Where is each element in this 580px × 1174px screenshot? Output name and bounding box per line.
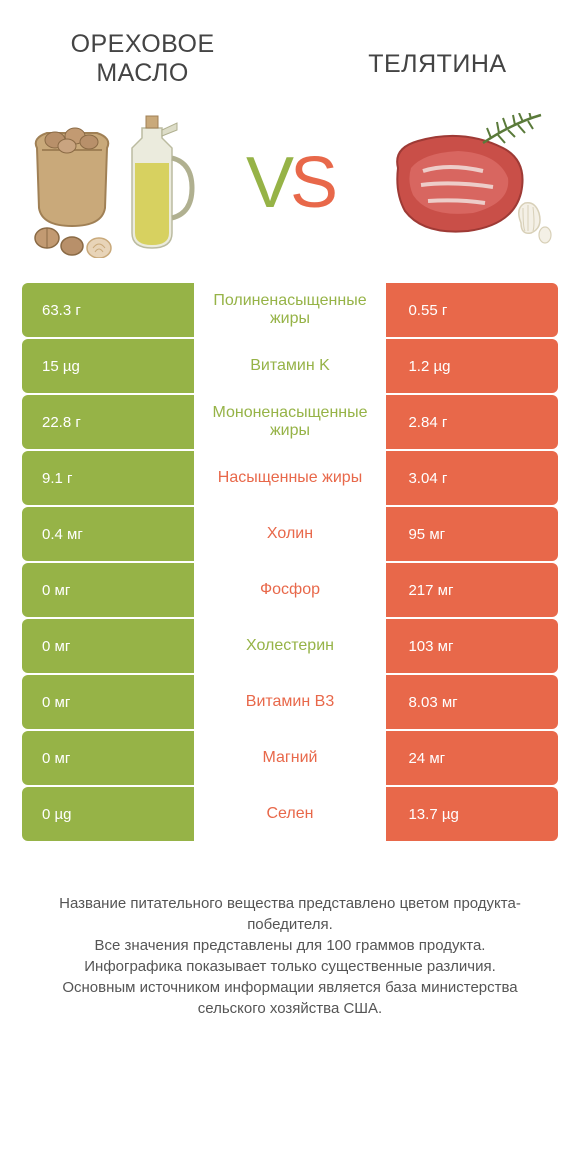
table-row: 0 µgСелен13.7 µg <box>22 787 558 841</box>
right-value: 1.2 µg <box>386 339 558 393</box>
veal-icon <box>373 113 553 253</box>
footer-line: Инфографика показывает только существенн… <box>32 956 548 977</box>
footer-notes: Название питательного вещества представл… <box>22 843 558 1019</box>
nutrient-label: Мононенасыщенные жиры <box>194 395 387 449</box>
table-row: 63.3 гПолиненасыщенные жиры0.55 г <box>22 283 558 337</box>
footer-line: Все значения представлены для 100 граммо… <box>32 935 548 956</box>
table-row: 9.1 гНасыщенные жиры3.04 г <box>22 451 558 505</box>
table-row: 22.8 гМононенасыщенные жиры2.84 г <box>22 395 558 449</box>
right-value: 13.7 µg <box>386 787 558 841</box>
nutrient-label: Холестерин <box>194 619 387 673</box>
right-value: 217 мг <box>386 563 558 617</box>
nutrient-label: Витамин K <box>194 339 387 393</box>
table-row: 0 мгФосфор217 мг <box>22 563 558 617</box>
right-value: 103 мг <box>386 619 558 673</box>
right-value: 24 мг <box>386 731 558 785</box>
left-product-title: ОРЕХОВОЕ МАСЛО <box>22 30 263 88</box>
right-value: 95 мг <box>386 507 558 561</box>
left-product-image <box>22 108 212 258</box>
right-product-title: ТЕЛЯТИНА <box>317 30 558 79</box>
vs-label: VS <box>246 142 334 224</box>
table-row: 15 µgВитамин K1.2 µg <box>22 339 558 393</box>
table-row: 0 мгВитамин B38.03 мг <box>22 675 558 729</box>
table-row: 0.4 мгХолин95 мг <box>22 507 558 561</box>
left-value: 0 мг <box>22 563 194 617</box>
left-value: 63.3 г <box>22 283 194 337</box>
left-value: 0 µg <box>22 787 194 841</box>
header: ОРЕХОВОЕ МАСЛО ТЕЛЯТИНА <box>22 10 558 98</box>
footer-line: Основным источником информации является … <box>32 977 548 1019</box>
vs-s: S <box>290 142 334 224</box>
right-product-image <box>368 108 558 258</box>
comparison-table: 63.3 гПолиненасыщенные жиры0.55 г15 µgВи… <box>22 283 558 841</box>
vs-v: V <box>246 142 290 224</box>
left-value: 15 µg <box>22 339 194 393</box>
right-value: 0.55 г <box>386 283 558 337</box>
left-value: 0 мг <box>22 675 194 729</box>
right-value: 8.03 мг <box>386 675 558 729</box>
right-value: 3.04 г <box>386 451 558 505</box>
table-row: 0 мгХолестерин103 мг <box>22 619 558 673</box>
nutrient-label: Магний <box>194 731 387 785</box>
nut-oil-icon <box>27 108 207 258</box>
comparison-infographic: ОРЕХОВОЕ МАСЛО ТЕЛЯТИНА <box>0 0 580 1039</box>
nutrient-label: Холин <box>194 507 387 561</box>
left-value: 22.8 г <box>22 395 194 449</box>
nutrient-label: Фосфор <box>194 563 387 617</box>
illustration-row: VS <box>22 98 558 283</box>
left-value: 0.4 мг <box>22 507 194 561</box>
left-value: 9.1 г <box>22 451 194 505</box>
nutrient-label: Насыщенные жиры <box>194 451 387 505</box>
left-value: 0 мг <box>22 731 194 785</box>
table-row: 0 мгМагний24 мг <box>22 731 558 785</box>
nutrient-label: Витамин B3 <box>194 675 387 729</box>
left-value: 0 мг <box>22 619 194 673</box>
footer-line: Название питательного вещества представл… <box>32 893 548 935</box>
nutrient-label: Полиненасыщенные жиры <box>194 283 387 337</box>
nutrient-label: Селен <box>194 787 387 841</box>
right-value: 2.84 г <box>386 395 558 449</box>
